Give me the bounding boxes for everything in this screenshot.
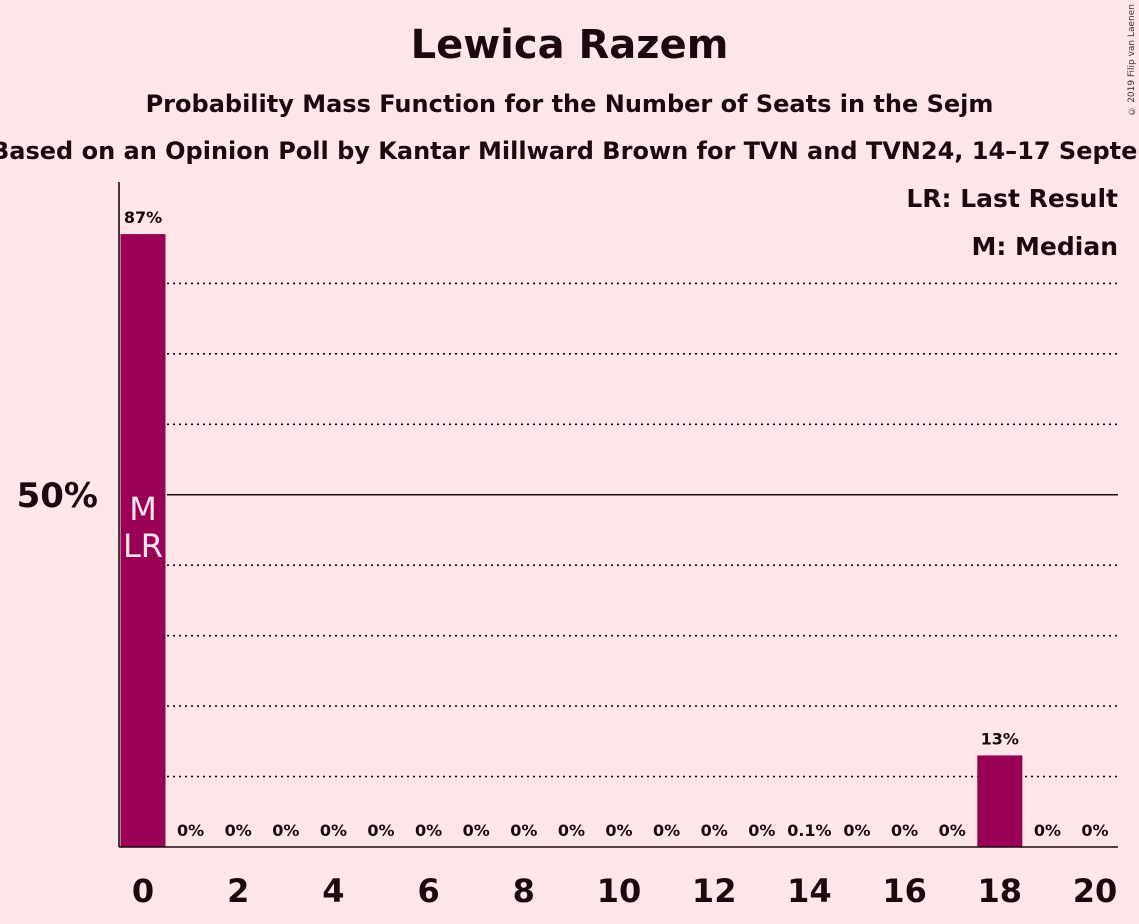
legend-last-result: LR: Last Result xyxy=(906,184,1118,213)
x-tick-label-14: 14 xyxy=(787,872,832,910)
bar-18 xyxy=(977,755,1023,847)
bar-label-11: 0% xyxy=(653,821,680,840)
x-tick-label-16: 16 xyxy=(882,872,927,910)
bar-label-19: 0% xyxy=(1034,821,1061,840)
chart-source: Based on an Opinion Poll by Kantar Millw… xyxy=(0,137,1139,165)
bar-label-3: 0% xyxy=(272,821,299,840)
bar-label-8: 0% xyxy=(510,821,537,840)
bar-label-1: 0% xyxy=(177,821,204,840)
bar-label-10: 0% xyxy=(605,821,632,840)
bar-label-6: 0% xyxy=(415,821,442,840)
chart-title: Lewica Razem xyxy=(410,22,729,68)
x-tick-label-18: 18 xyxy=(978,872,1023,910)
bar-0 xyxy=(120,234,166,847)
x-tick-label-6: 6 xyxy=(417,872,439,910)
bar-label-7: 0% xyxy=(463,821,490,840)
bar-label-18: 13% xyxy=(981,729,1019,748)
bar-annotation-m: M xyxy=(129,490,157,528)
x-tick-label-20: 20 xyxy=(1073,872,1118,910)
bar-label-5: 0% xyxy=(367,821,394,840)
bar-label-14: 0.1% xyxy=(787,821,831,840)
bar-label-20: 0% xyxy=(1081,821,1108,840)
x-tick-label-2: 2 xyxy=(227,872,249,910)
bar-label-4: 0% xyxy=(320,821,347,840)
bar-label-12: 0% xyxy=(701,821,728,840)
x-tick-label-4: 4 xyxy=(322,872,344,910)
bar-label-13: 0% xyxy=(748,821,775,840)
bar-label-16: 0% xyxy=(891,821,918,840)
x-tick-label-10: 10 xyxy=(597,872,642,910)
bar-annotation-lr: LR xyxy=(123,527,163,565)
x-tick-label-8: 8 xyxy=(513,872,535,910)
chart-subtitle: Probability Mass Function for the Number… xyxy=(145,90,994,118)
bar-label-0: 87% xyxy=(124,208,162,227)
bar-label-9: 0% xyxy=(558,821,585,840)
legend-median: M: Median xyxy=(971,232,1118,261)
y-tick-label-50: 50% xyxy=(17,476,98,516)
x-tick-label-0: 0 xyxy=(132,872,154,910)
bar-label-2: 0% xyxy=(225,821,252,840)
bar-label-15: 0% xyxy=(843,821,870,840)
bar-label-17: 0% xyxy=(939,821,966,840)
x-tick-label-12: 12 xyxy=(692,872,737,910)
